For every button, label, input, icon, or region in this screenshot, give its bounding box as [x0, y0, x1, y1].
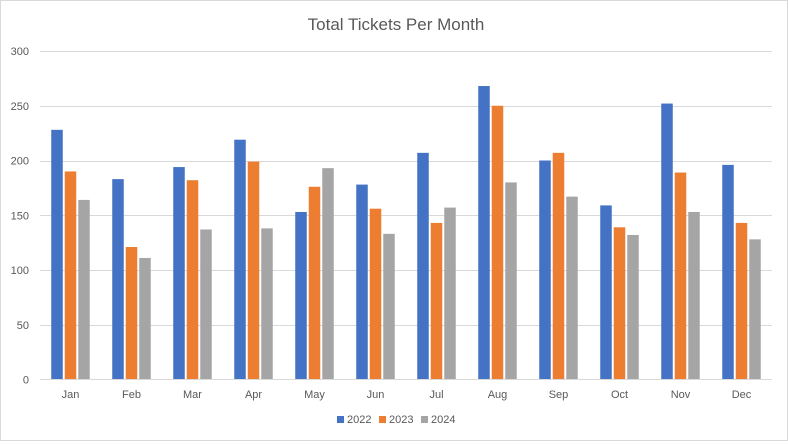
bar-2023-dec: [735, 222, 748, 380]
bar-2023-nov: [674, 172, 687, 380]
legend-swatch-2024: [421, 416, 428, 423]
x-axis-ticks: Jan Feb Mar Apr May Jun Jul Aug Sep Oct Nov Dec: [62, 389, 752, 401]
x-tick-label: Nov: [671, 389, 691, 401]
bar-2023-apr: [247, 161, 260, 380]
bar-2024-jun: [383, 233, 395, 380]
bar-2024-apr: [261, 228, 273, 380]
chart-title: Total Tickets Per Month: [308, 15, 485, 34]
y-tick-label: 150: [11, 210, 29, 222]
bar-2024-may: [322, 168, 334, 380]
bar-2022-aug: [478, 86, 490, 380]
x-tick-label: Sep: [549, 389, 569, 401]
legend-label-2024: 2024: [431, 414, 455, 426]
bar-2024-feb: [139, 257, 151, 380]
legend-swatch-2022: [337, 416, 344, 423]
bar-2023-sep: [552, 152, 565, 380]
x-tick-label: Jul: [429, 389, 443, 401]
bar-2024-jul: [444, 207, 456, 380]
bar-2024-sep: [566, 196, 578, 380]
bar-2022-sep: [539, 160, 551, 380]
bar-2023-jul: [430, 222, 443, 380]
bar-2022-jul: [417, 152, 429, 380]
bar-2024-oct: [627, 234, 639, 380]
bar-2023-jan: [64, 171, 77, 380]
gridlines: [40, 51, 772, 326]
legend-label-2023: 2023: [389, 414, 413, 426]
y-axis-ticks: 0 50 100 150 200 250 300: [11, 46, 29, 387]
bar-2023-jun: [369, 208, 382, 380]
y-tick-label: 200: [11, 156, 29, 168]
bar-2024-mar: [200, 229, 212, 380]
bar-2022-apr: [234, 139, 246, 380]
x-tick-label: Jan: [62, 389, 80, 401]
legend-label-2022: 2022: [347, 414, 371, 426]
x-tick-label: Dec: [732, 389, 752, 401]
bar-2022-jun: [356, 184, 368, 380]
y-tick-label: 0: [23, 375, 29, 387]
x-tick-label: May: [304, 389, 325, 401]
bar-2023-feb: [125, 247, 138, 380]
x-tick-label: Mar: [183, 389, 202, 401]
x-tick-label: Apr: [245, 389, 262, 401]
x-tick-label: Oct: [611, 389, 628, 401]
bar-2023-oct: [613, 227, 626, 380]
bar-2024-dec: [749, 239, 761, 380]
y-tick-label: 100: [11, 265, 29, 277]
bar-2022-dec: [722, 164, 734, 380]
bar-2024-jan: [78, 199, 90, 380]
bar-2022-feb: [112, 179, 124, 380]
y-tick-label: 250: [11, 101, 29, 113]
bars: [51, 86, 761, 380]
bar-2024-aug: [505, 182, 517, 380]
bar-2023-aug: [491, 105, 504, 380]
y-tick-label: 300: [11, 46, 29, 58]
bar-2024-nov: [688, 211, 700, 380]
legend: 2022 2023 2024: [337, 414, 455, 426]
bar-2023-mar: [186, 180, 199, 380]
bar-2023-may: [308, 186, 321, 380]
x-tick-label: Aug: [488, 389, 508, 401]
bar-2022-oct: [600, 205, 612, 380]
bar-2022-nov: [661, 103, 673, 380]
legend-swatch-2023: [379, 416, 386, 423]
x-tick-label: Jun: [367, 389, 385, 401]
bar-2022-mar: [173, 167, 185, 380]
bar-2022-may: [295, 211, 307, 380]
bar-2022-jan: [51, 129, 63, 380]
x-tick-label: Feb: [122, 389, 141, 401]
y-tick-label: 50: [17, 320, 29, 332]
